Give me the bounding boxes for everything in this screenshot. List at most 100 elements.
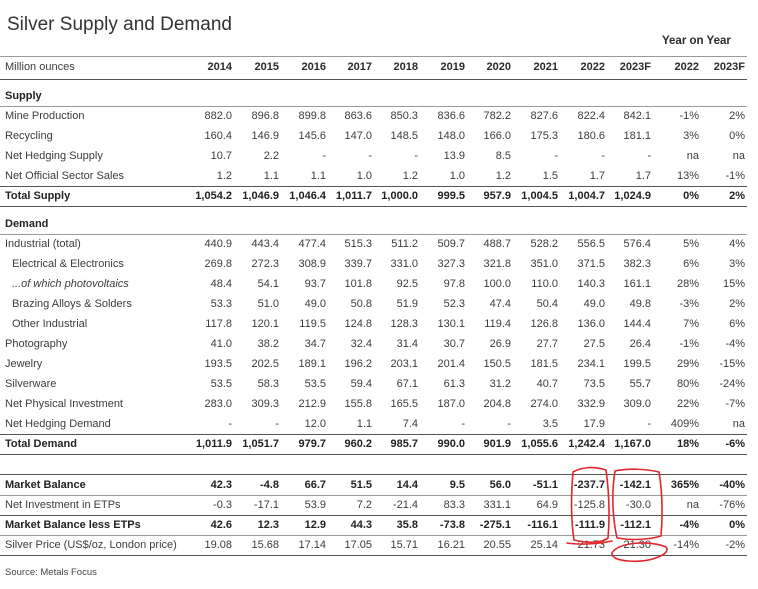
table-cell: 842.1	[623, 110, 651, 122]
table-cell: 52.3	[443, 298, 465, 310]
table-cell: 1.1	[310, 170, 326, 182]
table-cell: 40.7	[536, 378, 558, 390]
table-row: Net Official Sector Sales 1.2 1.1 1.1 1.0 1.2…	[0, 166, 758, 186]
table-cell: 576.4	[623, 238, 651, 250]
etp-row: Net Investment in ETPs -0.3 -17.1 53.9 7.2 -2…	[0, 495, 758, 515]
table-cell: 1,000.0	[381, 190, 418, 202]
table-cell: 822.4	[577, 110, 605, 122]
table-cell: 67.1	[396, 378, 418, 390]
table-cell: 61.3	[443, 378, 465, 390]
table-cell: 27.7	[536, 338, 558, 350]
table-cell: 21.73	[577, 539, 605, 551]
table-cell: 120.1	[251, 318, 279, 330]
row-label: Net Investment in ETPs	[5, 499, 121, 511]
table-cell: 2015	[254, 61, 279, 73]
table-cell: 51.9	[396, 298, 418, 310]
row-label: Million ounces	[5, 61, 75, 73]
table-cell: 515.3	[344, 238, 372, 250]
table-cell: 58.3	[257, 378, 279, 390]
table-row: Recycling 160.4 146.9 145.6 147.0 148.5 148.0 1…	[0, 126, 758, 146]
table-cell: 3.5	[542, 418, 558, 430]
table-cell: 53.5	[304, 378, 326, 390]
table-cell: 899.8	[298, 110, 326, 122]
row-label: Jewelry	[5, 358, 43, 370]
table-cell: -51.1	[532, 479, 558, 491]
table-cell: 146.9	[251, 130, 279, 142]
table-cell: 331.1	[483, 499, 511, 511]
table-cell: -125.8	[573, 499, 605, 511]
table-cell: -	[601, 150, 605, 162]
table-cell: 1.7	[589, 170, 605, 182]
row-label: Total Demand	[5, 438, 77, 450]
table-cell: 274.0	[530, 398, 558, 410]
divider	[0, 206, 747, 207]
table-cell: 201.4	[437, 358, 465, 370]
table-cell: 836.6	[437, 110, 465, 122]
table-cell: -3%	[679, 298, 699, 310]
table-cell: 477.4	[298, 238, 326, 250]
table-cell: 175.3	[530, 130, 558, 142]
row-label: Silver Price (US$/oz, London price)	[5, 539, 177, 551]
table-cell: 1.7	[635, 170, 651, 182]
table-cell: 181.5	[530, 358, 558, 370]
total-demand-row: Total Demand 1,011.9 1,051.7 979.7 960.2 985.…	[0, 434, 758, 454]
table-cell: 160.4	[204, 130, 232, 142]
table-cell: -	[647, 418, 651, 430]
table-cell: -1%	[725, 170, 745, 182]
table-cell: 283.0	[204, 398, 232, 410]
table-cell: 130.1	[437, 318, 465, 330]
table-cell: 0%	[683, 190, 699, 202]
silver-price-row: Silver Price (US$/oz, London price) 19.08…	[0, 535, 758, 555]
table-cell: 53.5	[210, 378, 232, 390]
table-cell: 145.6	[298, 130, 326, 142]
source-note: Source: Metals Focus	[5, 567, 97, 578]
table-cell: 15%	[722, 278, 745, 290]
table-cell: 882.0	[204, 110, 232, 122]
row-label: Market Balance	[5, 479, 86, 491]
table-cell: 1,046.4	[289, 190, 326, 202]
table-cell: -	[275, 418, 279, 430]
table-cell: 1,004.5	[521, 190, 558, 202]
divider	[0, 555, 747, 556]
table-cell: 150.5	[483, 358, 511, 370]
table-cell: 53.9	[304, 499, 326, 511]
table-cell: 13.9	[443, 150, 465, 162]
table-cell: 1,242.4	[568, 438, 605, 450]
table-cell: 1.0	[356, 170, 372, 182]
table-cell: 339.7	[344, 258, 372, 270]
table-cell: 165.5	[390, 398, 418, 410]
table-cell: 136.0	[577, 318, 605, 330]
table-cell: 12.3	[257, 519, 279, 531]
table-cell: na	[686, 499, 699, 511]
table-cell: 3%	[729, 258, 745, 270]
table-cell: 42.6	[210, 519, 232, 531]
table-cell: 269.8	[204, 258, 232, 270]
row-label: Net Hedging Supply	[5, 150, 103, 162]
table-cell: 29%	[676, 358, 699, 370]
table-row: Brazing Alloys & Solders 53.3 51.0 49.0 50.8…	[0, 294, 758, 314]
table-cell: 212.9	[298, 398, 326, 410]
table-cell: -21.4	[392, 499, 418, 511]
table-cell: 2%	[729, 110, 745, 122]
row-label: Electrical & Electronics	[12, 258, 124, 270]
table-cell: 54.1	[257, 278, 279, 290]
table-cell: 155.8	[344, 398, 372, 410]
table-cell: 2%	[729, 190, 745, 202]
table-cell: 2016	[301, 61, 326, 73]
table-cell: 55.7	[629, 378, 651, 390]
table-cell: 56.0	[489, 479, 511, 491]
divider	[0, 495, 747, 496]
divider	[0, 234, 747, 235]
table-cell: 204.8	[483, 398, 511, 410]
table-cell: 101.8	[344, 278, 372, 290]
table-cell: 19.08	[204, 539, 232, 551]
table-row: Net Hedging Supply 10.7 2.2 - - - 13.9 8.5 - - - na…	[0, 146, 758, 166]
table-cell: -4%	[725, 338, 745, 350]
table-cell: 309.0	[623, 398, 651, 410]
table-cell: 15.68	[251, 539, 279, 551]
table-cell: 10.7	[210, 150, 232, 162]
table-cell: 119.4	[484, 318, 511, 330]
table-cell: 12.9	[304, 519, 326, 531]
table-cell: 331.0	[390, 258, 418, 270]
table-cell: 15.71	[390, 539, 418, 551]
